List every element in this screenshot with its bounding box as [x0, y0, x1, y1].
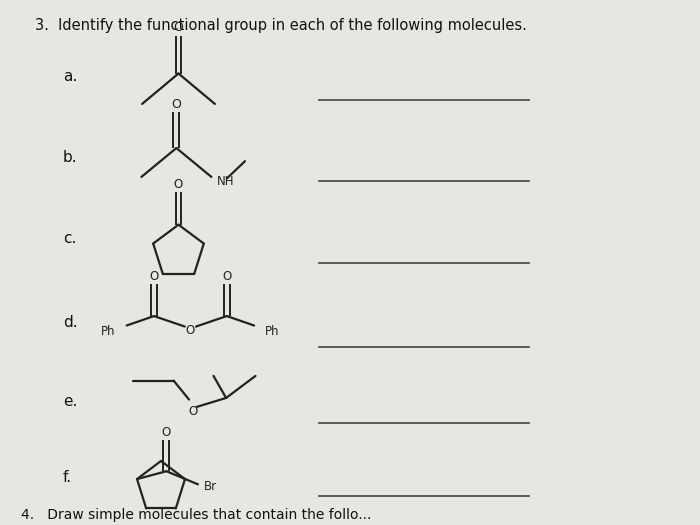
- Text: Ph: Ph: [265, 326, 280, 338]
- Text: O: O: [222, 270, 232, 282]
- Text: c.: c.: [63, 232, 76, 246]
- Text: O: O: [174, 178, 183, 191]
- Text: b.: b.: [63, 150, 78, 165]
- Text: Br: Br: [204, 480, 217, 493]
- Text: NH: NH: [217, 175, 234, 187]
- Text: e.: e.: [63, 394, 78, 409]
- Text: d.: d.: [63, 316, 78, 330]
- Text: O: O: [172, 98, 181, 111]
- Text: 3.  Identify the functional group in each of the following molecules.: 3. Identify the functional group in each…: [35, 18, 527, 34]
- Text: O: O: [174, 21, 183, 34]
- Text: Ph: Ph: [101, 326, 116, 338]
- Text: 4.   Draw simple molecules that contain the follo...: 4. Draw simple molecules that contain th…: [21, 508, 372, 522]
- Text: O: O: [162, 426, 171, 439]
- Text: f.: f.: [63, 470, 72, 485]
- Text: O: O: [186, 324, 195, 337]
- Text: O: O: [149, 270, 159, 282]
- Text: a.: a.: [63, 69, 77, 83]
- Text: O: O: [188, 405, 197, 417]
